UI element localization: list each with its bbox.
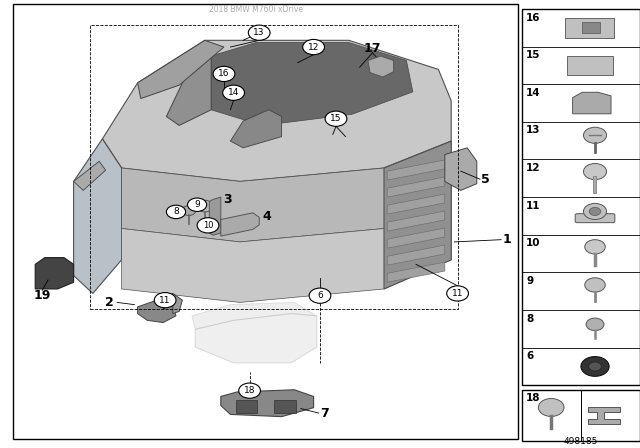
Polygon shape: [368, 56, 394, 77]
Text: 15: 15: [330, 114, 342, 123]
Text: 13: 13: [253, 28, 265, 37]
FancyBboxPatch shape: [274, 400, 296, 413]
FancyBboxPatch shape: [236, 400, 257, 413]
Polygon shape: [221, 213, 259, 236]
Circle shape: [584, 164, 607, 180]
Polygon shape: [195, 314, 317, 363]
Text: 10: 10: [526, 238, 541, 248]
Polygon shape: [209, 197, 221, 235]
Polygon shape: [163, 293, 182, 314]
Circle shape: [303, 39, 324, 55]
Polygon shape: [221, 390, 314, 417]
Polygon shape: [102, 40, 451, 181]
Circle shape: [586, 318, 604, 331]
Polygon shape: [122, 141, 451, 242]
Bar: [522, 9, 640, 385]
Polygon shape: [35, 258, 74, 289]
Polygon shape: [387, 245, 445, 265]
Text: 2: 2: [105, 296, 114, 309]
Text: 18: 18: [244, 386, 255, 395]
Text: 15: 15: [526, 50, 541, 60]
Circle shape: [584, 203, 607, 220]
FancyBboxPatch shape: [565, 18, 614, 38]
FancyBboxPatch shape: [568, 56, 613, 75]
Circle shape: [248, 25, 270, 40]
Polygon shape: [387, 262, 445, 282]
Circle shape: [166, 205, 186, 219]
Text: 11: 11: [159, 296, 171, 305]
Text: 6: 6: [526, 351, 533, 361]
Text: 12: 12: [526, 163, 541, 173]
Circle shape: [154, 293, 176, 308]
Text: 3: 3: [223, 193, 231, 206]
Circle shape: [309, 288, 331, 303]
Text: 1: 1: [502, 233, 511, 246]
FancyBboxPatch shape: [575, 214, 615, 223]
Polygon shape: [230, 110, 282, 148]
Polygon shape: [384, 141, 451, 289]
FancyBboxPatch shape: [582, 22, 600, 33]
Polygon shape: [387, 194, 445, 214]
Polygon shape: [387, 160, 445, 180]
Polygon shape: [445, 148, 477, 190]
Bar: [90, 25, 458, 309]
Circle shape: [589, 362, 602, 371]
Text: 9: 9: [195, 200, 200, 209]
Text: 6: 6: [317, 291, 323, 300]
Circle shape: [196, 200, 213, 212]
Polygon shape: [387, 211, 445, 231]
Circle shape: [197, 218, 219, 233]
Circle shape: [585, 278, 605, 292]
Polygon shape: [166, 56, 211, 125]
Text: 13: 13: [526, 125, 541, 135]
Polygon shape: [387, 228, 445, 248]
Text: 7: 7: [320, 406, 329, 420]
Circle shape: [581, 357, 609, 376]
Circle shape: [538, 399, 564, 417]
Text: 8: 8: [173, 207, 179, 216]
Polygon shape: [138, 40, 224, 99]
Circle shape: [188, 198, 207, 211]
Text: 2018 BMW M760i xDrive: 2018 BMW M760i xDrive: [209, 5, 303, 14]
Text: 12: 12: [308, 43, 319, 52]
Text: 8: 8: [526, 314, 533, 323]
Circle shape: [325, 111, 347, 126]
Text: 10: 10: [203, 221, 213, 230]
Text: 16: 16: [218, 69, 230, 78]
Circle shape: [213, 66, 235, 82]
Polygon shape: [573, 92, 611, 114]
Text: 19: 19: [33, 289, 51, 302]
Text: 11: 11: [526, 201, 541, 211]
Polygon shape: [588, 407, 620, 425]
Bar: [522, 390, 640, 441]
Circle shape: [200, 219, 214, 229]
Circle shape: [447, 286, 468, 301]
Circle shape: [239, 383, 260, 398]
Circle shape: [585, 240, 605, 254]
Text: 5: 5: [481, 172, 490, 186]
Text: 11: 11: [452, 289, 463, 298]
Polygon shape: [192, 302, 317, 329]
Text: 4: 4: [262, 210, 271, 223]
Circle shape: [589, 207, 601, 215]
Text: 9: 9: [526, 276, 533, 286]
Text: 17: 17: [364, 42, 381, 55]
Polygon shape: [122, 202, 451, 302]
Polygon shape: [211, 43, 413, 125]
Circle shape: [182, 206, 196, 215]
Text: 16: 16: [526, 13, 541, 22]
Polygon shape: [138, 298, 176, 323]
Text: 498185: 498185: [564, 437, 598, 446]
Polygon shape: [74, 139, 122, 293]
Polygon shape: [387, 177, 445, 197]
Text: 18: 18: [526, 393, 541, 403]
Circle shape: [223, 85, 244, 100]
Circle shape: [584, 127, 607, 143]
Text: 14: 14: [526, 88, 541, 98]
Polygon shape: [74, 161, 106, 190]
Bar: [13, 4, 518, 439]
Text: 14: 14: [228, 88, 239, 97]
